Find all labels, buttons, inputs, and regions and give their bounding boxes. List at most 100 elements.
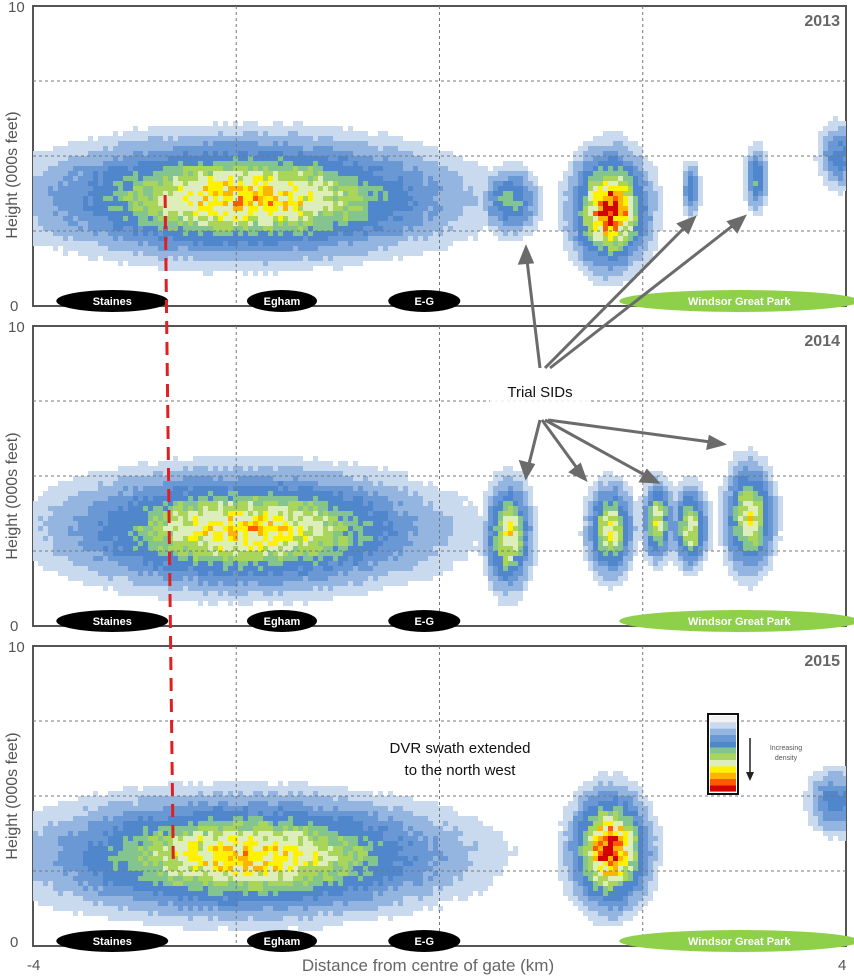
density-cell	[633, 176, 638, 181]
density-cell	[503, 526, 508, 531]
density-cell	[273, 151, 278, 156]
density-cell	[693, 496, 698, 501]
density-cell	[763, 201, 768, 206]
density-cell	[213, 161, 218, 166]
density-cell	[273, 256, 278, 261]
density-cell	[223, 186, 228, 191]
density-cell	[298, 466, 303, 471]
density-cell	[308, 186, 313, 191]
density-cell	[738, 521, 743, 526]
density-cell	[368, 251, 373, 256]
density-cell	[723, 486, 728, 491]
density-cell	[363, 476, 368, 481]
density-cell	[298, 236, 303, 241]
density-cell	[363, 206, 368, 211]
density-cell	[258, 251, 263, 256]
density-cell	[233, 196, 238, 201]
density-cell	[648, 226, 653, 231]
density-cell	[438, 216, 443, 221]
density-cell	[618, 481, 623, 486]
density-cell	[248, 166, 253, 171]
density-cell	[603, 161, 608, 166]
density-cell	[278, 476, 283, 481]
density-cell	[723, 516, 728, 521]
density-cell	[108, 176, 113, 181]
density-cell	[363, 471, 368, 476]
density-cell	[33, 516, 38, 521]
density-cell	[93, 221, 98, 226]
density-cell	[448, 156, 453, 161]
density-cell	[403, 476, 408, 481]
density-cell	[68, 186, 73, 191]
density-cell	[308, 141, 313, 146]
density-cell	[438, 521, 443, 526]
density-cell	[323, 141, 328, 146]
density-cell	[423, 246, 428, 251]
density-cell	[278, 156, 283, 161]
density-cell	[203, 161, 208, 166]
density-cell	[388, 481, 393, 486]
density-cell	[398, 151, 403, 156]
density-cell	[258, 506, 263, 511]
density-cell	[198, 251, 203, 256]
density-cell	[498, 531, 503, 536]
density-cell	[93, 511, 98, 516]
density-cell	[518, 471, 523, 476]
density-cell	[458, 206, 463, 211]
density-cell	[683, 171, 688, 176]
density-cell	[498, 231, 503, 236]
density-cell	[193, 506, 198, 511]
density-cell	[248, 226, 253, 231]
density-cell	[413, 526, 418, 531]
density-cell	[128, 176, 133, 181]
density-cell	[463, 166, 468, 171]
density-cell	[258, 201, 263, 206]
density-cell	[193, 171, 198, 176]
density-cell	[368, 196, 373, 201]
density-cell	[93, 171, 98, 176]
density-cell	[523, 201, 528, 206]
density-cell	[363, 156, 368, 161]
density-cell	[228, 151, 233, 156]
density-cell	[208, 206, 213, 211]
density-cell	[228, 146, 233, 151]
density-cell	[583, 251, 588, 256]
density-cell	[303, 246, 308, 251]
density-cell	[128, 131, 133, 136]
density-cell	[323, 251, 328, 256]
density-cell	[213, 181, 218, 186]
density-cell	[188, 171, 193, 176]
density-cell	[88, 241, 93, 246]
density-cell	[473, 511, 478, 516]
density-cell	[358, 206, 363, 211]
density-cell	[363, 496, 368, 501]
density-cell	[278, 201, 283, 206]
density-cell	[253, 221, 258, 226]
density-cell	[418, 236, 423, 241]
density-cell	[283, 166, 288, 171]
density-cell	[358, 196, 363, 201]
density-cell	[623, 246, 628, 251]
density-cell	[323, 236, 328, 241]
density-cell	[333, 211, 338, 216]
density-cell	[138, 236, 143, 241]
density-cell	[603, 146, 608, 151]
density-cell	[443, 511, 448, 516]
density-cell	[438, 241, 443, 246]
density-cell	[203, 131, 208, 136]
density-cell	[258, 176, 263, 181]
density-cell	[458, 186, 463, 191]
density-cell	[313, 141, 318, 146]
density-cell	[408, 516, 413, 521]
density-cell	[158, 166, 163, 171]
density-cell	[743, 466, 748, 471]
density-cell	[188, 516, 193, 521]
density-cell	[78, 196, 83, 201]
density-cell	[263, 141, 268, 146]
density-cell	[603, 131, 608, 136]
density-cell	[188, 481, 193, 486]
density-cell	[238, 191, 243, 196]
density-cell	[358, 181, 363, 186]
density-cell	[318, 126, 323, 131]
density-cell	[733, 451, 738, 456]
